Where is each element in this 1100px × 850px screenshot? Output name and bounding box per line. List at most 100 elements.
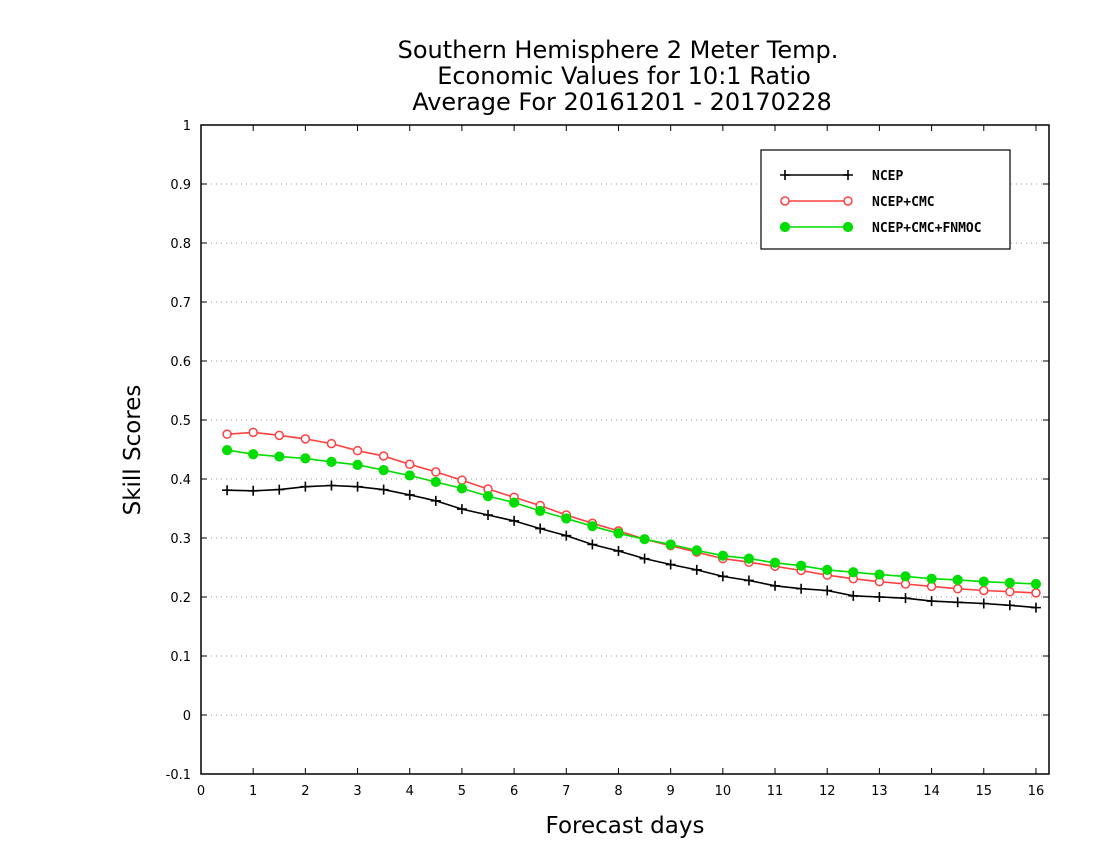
x-tick-label: 10 bbox=[715, 784, 732, 799]
legend-item: NCEP+CMC+FNMOC bbox=[779, 221, 982, 236]
data-point bbox=[979, 585, 989, 596]
data-point bbox=[378, 484, 389, 495]
x-tick-label: 11 bbox=[767, 784, 784, 799]
data-point bbox=[404, 470, 415, 481]
grid bbox=[201, 183, 1049, 716]
y-tick-label: 1 bbox=[183, 119, 191, 134]
data-point bbox=[717, 550, 728, 561]
data-point bbox=[874, 592, 885, 602]
series-line bbox=[227, 431, 1037, 594]
legend-item: NCEP+CMC bbox=[780, 195, 935, 210]
data-point bbox=[665, 539, 676, 550]
x-tick-label: 4 bbox=[406, 784, 414, 799]
data-point bbox=[378, 465, 389, 476]
x-tick-label: 9 bbox=[667, 784, 675, 799]
data-point bbox=[874, 569, 885, 580]
legend-marker bbox=[843, 196, 853, 206]
x-tick-label: 15 bbox=[975, 784, 992, 799]
data-point bbox=[796, 583, 807, 594]
x-tick-label: 8 bbox=[614, 784, 622, 799]
x-tick-label: 3 bbox=[353, 784, 361, 799]
data-point bbox=[509, 515, 520, 526]
data-point bbox=[1030, 578, 1042, 590]
data-point bbox=[978, 598, 989, 609]
data-point bbox=[613, 528, 624, 539]
y-tick-label: 0.1 bbox=[170, 650, 191, 665]
data-point bbox=[378, 451, 389, 461]
data-point bbox=[770, 580, 781, 591]
x-tick-label: 14 bbox=[923, 784, 940, 799]
x-axis-label: Forecast days bbox=[546, 813, 705, 839]
data-point bbox=[248, 485, 259, 496]
y-tick-label: 0.8 bbox=[170, 237, 191, 252]
data-point bbox=[743, 575, 754, 586]
data-point bbox=[978, 576, 989, 587]
data-point bbox=[587, 539, 598, 550]
x-tick-label: 13 bbox=[871, 784, 888, 799]
data-point bbox=[691, 545, 702, 556]
y-tick-label: -0.1 bbox=[166, 768, 191, 783]
data-point bbox=[352, 459, 363, 470]
data-point bbox=[221, 444, 233, 456]
data-point bbox=[326, 438, 337, 449]
x-tick-label: 0 bbox=[197, 784, 205, 799]
data-point bbox=[404, 489, 415, 500]
data-point bbox=[665, 559, 676, 570]
legend-box bbox=[760, 149, 1011, 250]
y-tick-label: 0 bbox=[183, 709, 191, 724]
y-tick-label: 0.6 bbox=[170, 355, 191, 370]
legend-marker bbox=[779, 221, 791, 233]
data-point bbox=[1004, 577, 1015, 588]
data-point bbox=[274, 484, 285, 495]
data-point bbox=[822, 564, 833, 575]
data-point bbox=[900, 593, 911, 604]
legend-label: NCEP bbox=[872, 169, 903, 184]
data-point bbox=[482, 491, 494, 502]
title-line-3: Average For 20161201 - 20170228 bbox=[412, 88, 832, 116]
data-point bbox=[639, 534, 650, 545]
x-tick-label: 12 bbox=[819, 784, 836, 799]
legend: NCEP NCEP+CMC NCEP+CMC+FNMOC bbox=[760, 149, 1011, 250]
data-point bbox=[900, 571, 911, 582]
data-point bbox=[561, 513, 572, 524]
data-point bbox=[613, 545, 624, 556]
data-point bbox=[352, 445, 363, 456]
data-point bbox=[1031, 588, 1041, 598]
data-point bbox=[535, 523, 546, 534]
data-point bbox=[561, 530, 572, 541]
series-ncep bbox=[222, 480, 1041, 613]
y-axis-ticks: -0.1 0 0.1 0.2 0.3 0.4 0.5 0.6 0.7 0.8 0.9 1 bbox=[166, 119, 1049, 783]
data-point bbox=[274, 430, 285, 441]
data-point bbox=[430, 476, 441, 488]
data-point bbox=[509, 497, 520, 508]
data-point bbox=[404, 459, 415, 469]
y-axis-label: Skill Scores bbox=[120, 385, 146, 516]
y-tick-label: 0.4 bbox=[170, 473, 191, 488]
data-point bbox=[248, 449, 259, 460]
data-point bbox=[691, 564, 702, 575]
x-tick-label: 1 bbox=[249, 784, 257, 799]
x-tick-label: 7 bbox=[562, 784, 570, 799]
data-point bbox=[952, 574, 963, 585]
series-ncep-cmc-fnmoc bbox=[221, 444, 1042, 590]
title-line-2: Economic Values for 10:1 Ratio bbox=[437, 62, 811, 90]
legend-marker bbox=[780, 196, 790, 206]
data-point bbox=[326, 456, 337, 467]
data-point bbox=[587, 521, 598, 532]
x-tick-label: 16 bbox=[1028, 784, 1045, 799]
legend-marker bbox=[780, 170, 790, 180]
data-point bbox=[639, 553, 650, 564]
data-point bbox=[952, 597, 963, 608]
legend-item: NCEP bbox=[780, 169, 903, 184]
series-line bbox=[227, 484, 1037, 609]
data-point bbox=[430, 495, 441, 506]
data-point bbox=[743, 553, 755, 564]
x-axis-ticks: 0 1 2 3 4 5 6 7 8 9 10 11 12 13 14 15 16 bbox=[197, 125, 1044, 799]
x-tick-label: 5 bbox=[458, 784, 466, 799]
data-point bbox=[431, 467, 441, 477]
series-ncep-cmc bbox=[222, 427, 1041, 598]
data-point bbox=[848, 590, 859, 601]
x-tick-label: 6 bbox=[510, 784, 518, 799]
data-point bbox=[326, 480, 337, 491]
plot-frame bbox=[200, 124, 1050, 775]
